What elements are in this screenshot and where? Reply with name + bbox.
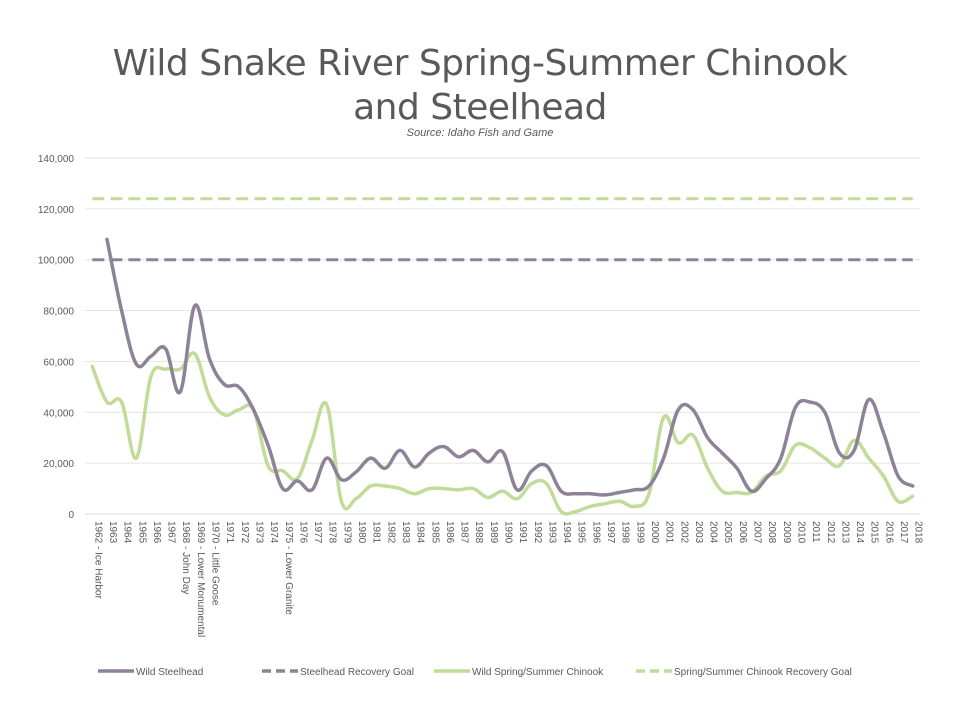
x-tick-label: 2009 xyxy=(781,521,792,544)
x-tick-label: 1992 xyxy=(532,521,543,544)
x-axis: 1962 - Ice Harbor 1963 1964 1965 1966 1967 196… xyxy=(92,521,923,637)
y-tick-label: 100,000 xyxy=(38,256,75,267)
x-tick-label: 2016 xyxy=(883,521,894,544)
x-tick-label: 1967 xyxy=(166,521,177,544)
x-tick-label: 1964 xyxy=(122,521,133,544)
x-tick-label: 1988 xyxy=(473,521,484,544)
gridlines xyxy=(85,157,920,515)
x-tick-label: 1970 - Little Goose xyxy=(210,521,221,606)
x-tick-label: 2010 xyxy=(795,521,806,544)
series-line-0 xyxy=(105,237,915,497)
y-tick-label: 80,000 xyxy=(43,307,74,318)
x-tick-label: 1989 xyxy=(488,521,499,544)
x-tick-label: 2000 xyxy=(649,521,660,544)
legend-label: Spring/Summer Chinook Recovery Goal xyxy=(674,667,852,678)
x-tick-label: 1991 xyxy=(517,521,528,544)
x-tick-label: 1977 xyxy=(312,521,323,544)
x-tick-label: 1995 xyxy=(576,521,587,544)
x-tick-label: 1983 xyxy=(400,521,411,544)
x-tick-label: 1968 - John Day xyxy=(180,521,191,594)
x-tick-label: 1981 xyxy=(371,521,382,544)
legend-label: Steelhead Recovery Goal xyxy=(300,667,414,678)
series-line-2 xyxy=(90,351,915,516)
x-tick-label: 1969 - Lower Monumental xyxy=(195,521,206,637)
x-tick-label: 2011 xyxy=(810,521,821,543)
y-tick-label: 60,000 xyxy=(43,357,74,368)
x-tick-label: 2003 xyxy=(693,521,704,544)
x-tick-label: 1986 xyxy=(444,521,455,544)
x-tick-label: 2001 xyxy=(664,521,675,544)
legend-label: Wild Spring/Summer Chinook xyxy=(472,667,604,678)
x-tick-label: 1984 xyxy=(415,521,426,544)
x-tick-label: 1963 xyxy=(107,521,118,544)
x-tick-label: 1966 xyxy=(151,521,162,544)
legend: Wild Steelhead Steelhead Recovery Goal Wil… xyxy=(98,667,852,678)
x-tick-label: 1972 xyxy=(239,521,250,544)
y-axis: 0 20,000 40,000 60,000 80,000 100,000 120,000 1… xyxy=(38,154,75,521)
x-tick-label: 2006 xyxy=(737,521,748,544)
y-tick-label: 120,000 xyxy=(38,205,75,216)
legend-label: Wild Steelhead xyxy=(136,667,203,678)
x-tick-label: 1997 xyxy=(605,521,616,544)
y-tick-label: 40,000 xyxy=(43,408,74,419)
x-tick-label: 1974 xyxy=(268,521,279,544)
y-tick-label: 140,000 xyxy=(38,154,75,165)
chart-subtitle: Source: Idaho Fish and Game xyxy=(406,127,554,139)
y-tick-label: 20,000 xyxy=(43,459,74,470)
x-tick-label: 1973 xyxy=(253,521,264,544)
x-tick-label: 2014 xyxy=(854,521,865,544)
x-tick-label: 2002 xyxy=(678,521,689,544)
x-tick-label: 1979 xyxy=(341,521,352,544)
x-tick-label: 2017 xyxy=(898,521,909,544)
x-tick-label: 1998 xyxy=(620,521,631,544)
x-tick-label: 1990 xyxy=(503,521,514,544)
x-tick-label: 2008 xyxy=(766,521,777,544)
x-tick-label: 1975 - Lower Granite xyxy=(283,521,294,615)
x-tick-label: 1982 xyxy=(385,521,396,544)
chart-title: Wild Snake River Spring-Summer Chinook a… xyxy=(112,43,848,128)
x-tick-label: 2005 xyxy=(722,521,733,544)
y-tick-label: 0 xyxy=(68,510,74,521)
x-tick-label: 2012 xyxy=(825,521,836,544)
x-tick-label: 1996 xyxy=(590,521,601,544)
series-lines xyxy=(90,197,915,516)
x-tick-label: 2004 xyxy=(708,521,719,544)
x-tick-label: 1976 xyxy=(297,521,308,544)
x-tick-label: 2018 xyxy=(913,521,924,544)
x-tick-label: 1999 xyxy=(634,521,645,544)
x-tick-label: 1994 xyxy=(561,521,572,544)
x-tick-label: 1962 - Ice Harbor xyxy=(92,521,103,599)
x-tick-label: 1980 xyxy=(356,521,367,544)
x-tick-label: 2013 xyxy=(839,521,850,544)
x-tick-label: 1993 xyxy=(546,521,557,544)
x-tick-label: 1965 xyxy=(136,521,147,544)
x-tick-label: 1978 xyxy=(327,521,338,544)
x-tick-label: 1987 xyxy=(459,521,470,544)
x-tick-label: 2015 xyxy=(869,521,880,544)
x-tick-label: 1971 xyxy=(224,521,235,544)
x-tick-label: 1985 xyxy=(429,521,440,544)
x-tick-label: 2007 xyxy=(752,521,763,544)
